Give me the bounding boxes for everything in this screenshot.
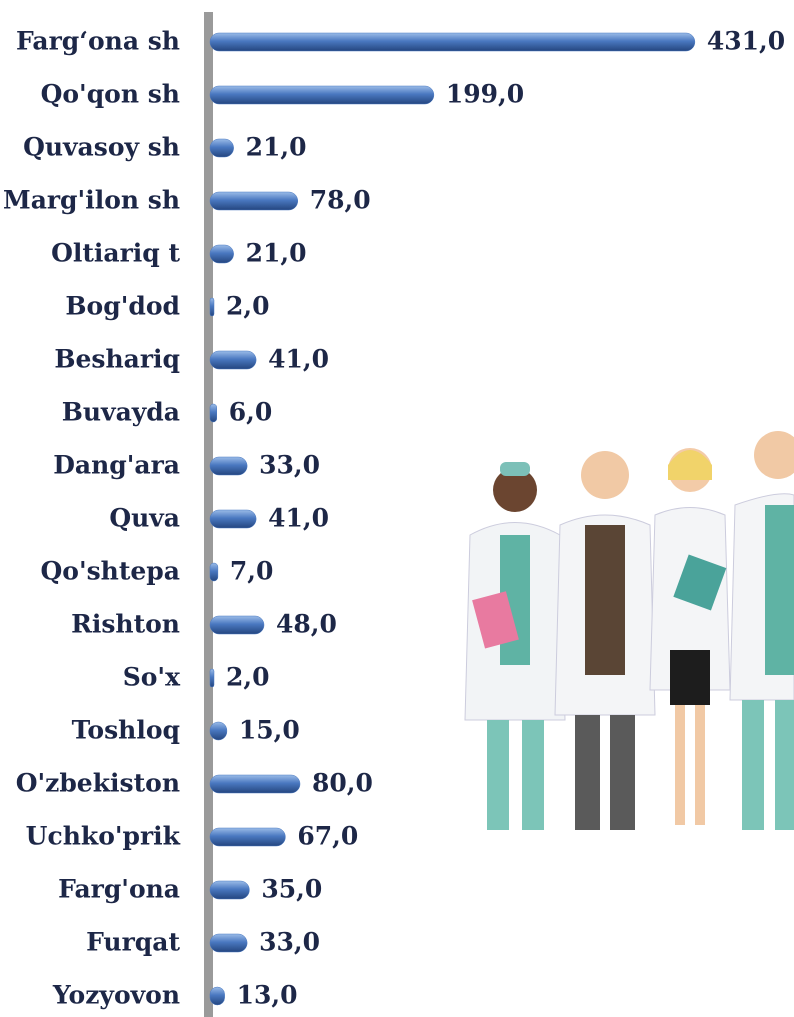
category-label: Rishton (71, 610, 180, 639)
value-label: 41,0 (268, 504, 329, 533)
bar (209, 297, 215, 317)
category-label: So'x (123, 663, 181, 692)
axis (204, 12, 213, 1017)
category-label: Bog'dod (65, 292, 180, 321)
category-label: Furqat (86, 928, 180, 957)
bar (209, 403, 217, 423)
illustration (464, 431, 794, 830)
category-label: Beshariq (54, 345, 180, 374)
category-label: Oltiariq t (51, 239, 180, 268)
bar (209, 138, 234, 158)
value-label: 21,0 (246, 239, 307, 268)
category-label: Farg'ona (58, 875, 180, 904)
category-label: Quva (109, 504, 180, 533)
bar (209, 456, 248, 476)
bar (209, 509, 257, 529)
category-label: Dang'ara (53, 451, 180, 480)
value-label: 13,0 (237, 981, 298, 1010)
value-label: 15,0 (239, 716, 300, 745)
bar (209, 721, 228, 741)
category-label: Uchko'prik (26, 822, 181, 851)
value-label: 2,0 (226, 663, 270, 692)
category-label: Marg'ilon sh (3, 186, 180, 215)
bar (209, 668, 215, 688)
bar (209, 32, 696, 52)
value-label: 33,0 (259, 451, 320, 480)
category-label: Farg‘ona sh (16, 27, 180, 56)
category-label: Toshloq (72, 716, 180, 745)
category-label: Yozyovon (52, 981, 180, 1010)
bar (209, 774, 301, 794)
category-label: Buvayda (62, 398, 180, 427)
value-label: 35,0 (261, 875, 322, 904)
value-label: 431,0 (707, 27, 785, 56)
bar (209, 244, 234, 264)
bar (209, 191, 298, 211)
value-label: 6,0 (229, 398, 273, 427)
bar (209, 85, 435, 105)
value-label: 7,0 (230, 557, 274, 586)
category-label: O'zbekiston (16, 769, 180, 798)
category-label: Quvasoy sh (23, 133, 180, 162)
bar (209, 615, 265, 635)
value-label: 33,0 (259, 928, 320, 957)
value-label: 21,0 (246, 133, 307, 162)
value-label: 80,0 (312, 769, 373, 798)
value-label: 199,0 (446, 80, 524, 109)
category-label: Qo'qon sh (41, 80, 180, 109)
bar (209, 350, 257, 370)
bar (209, 562, 219, 582)
category-label: Qo'shtepa (41, 557, 181, 586)
bar (209, 880, 250, 900)
value-label: 48,0 (276, 610, 337, 639)
value-label: 67,0 (297, 822, 358, 851)
value-label: 41,0 (268, 345, 329, 374)
bar (209, 827, 286, 847)
value-label: 78,0 (310, 186, 371, 215)
value-label: 2,0 (226, 292, 270, 321)
bar (209, 986, 225, 1006)
bar (209, 933, 248, 953)
